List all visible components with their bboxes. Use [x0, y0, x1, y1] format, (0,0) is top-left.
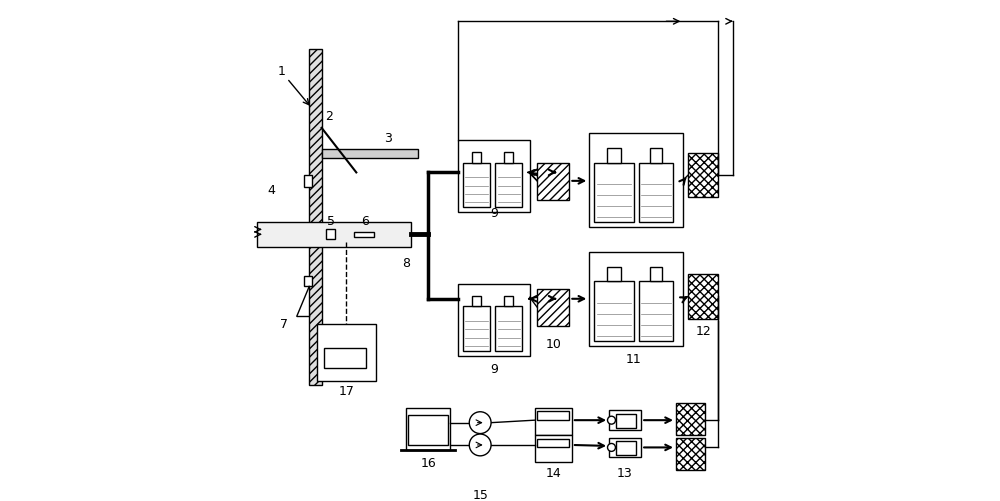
Bar	[535, 408, 572, 435]
Bar	[650, 268, 662, 282]
Text: 5: 5	[327, 215, 335, 228]
Circle shape	[608, 443, 615, 451]
Bar	[408, 415, 448, 445]
Bar	[472, 152, 481, 163]
Bar	[304, 277, 312, 287]
Bar	[676, 438, 705, 470]
Bar	[354, 232, 374, 237]
Bar	[688, 275, 718, 319]
Bar	[537, 439, 569, 447]
Bar	[326, 230, 335, 240]
Text: 12: 12	[695, 325, 711, 338]
Circle shape	[608, 416, 615, 424]
Bar	[406, 408, 450, 450]
Text: 11: 11	[626, 352, 642, 365]
Bar	[458, 141, 530, 212]
Bar	[535, 435, 572, 462]
Bar	[309, 50, 322, 386]
Text: 14: 14	[546, 466, 561, 479]
Text: 6: 6	[361, 215, 369, 228]
Text: 9: 9	[490, 206, 498, 219]
Bar	[537, 163, 569, 200]
Bar	[495, 163, 522, 208]
Text: 2: 2	[325, 110, 333, 123]
Bar	[688, 153, 718, 198]
Bar	[537, 411, 569, 420]
Bar	[304, 175, 312, 188]
Bar	[324, 349, 366, 368]
Bar	[317, 324, 376, 381]
Bar	[463, 163, 490, 208]
Bar	[639, 282, 673, 341]
Bar	[650, 149, 662, 163]
Bar	[322, 149, 418, 158]
Text: 8: 8	[402, 257, 410, 270]
Bar	[504, 296, 513, 307]
Bar	[495, 307, 522, 351]
Text: 9: 9	[490, 362, 498, 375]
Bar	[607, 149, 621, 163]
Bar	[616, 414, 636, 428]
Text: 7: 7	[280, 318, 288, 330]
Bar	[616, 441, 636, 455]
Bar	[458, 285, 530, 356]
Text: 3: 3	[385, 132, 392, 145]
Bar	[609, 438, 641, 457]
Circle shape	[469, 434, 491, 456]
Bar	[594, 163, 634, 222]
Text: 13: 13	[617, 466, 633, 479]
Text: 17: 17	[338, 384, 354, 397]
Bar	[676, 403, 705, 435]
Bar	[257, 222, 411, 247]
Bar	[607, 268, 621, 282]
Bar	[594, 282, 634, 341]
Bar	[472, 296, 481, 307]
Bar	[504, 152, 513, 163]
Text: 16: 16	[420, 456, 436, 469]
Bar	[589, 134, 683, 227]
Text: 15: 15	[472, 488, 488, 501]
Bar	[609, 410, 641, 430]
Bar	[463, 307, 490, 351]
Text: 4: 4	[267, 184, 275, 197]
Bar	[537, 289, 569, 326]
Text: 1: 1	[278, 65, 286, 78]
Bar	[589, 252, 683, 346]
Circle shape	[469, 412, 491, 434]
Text: 10: 10	[546, 337, 561, 350]
Bar	[639, 163, 673, 222]
